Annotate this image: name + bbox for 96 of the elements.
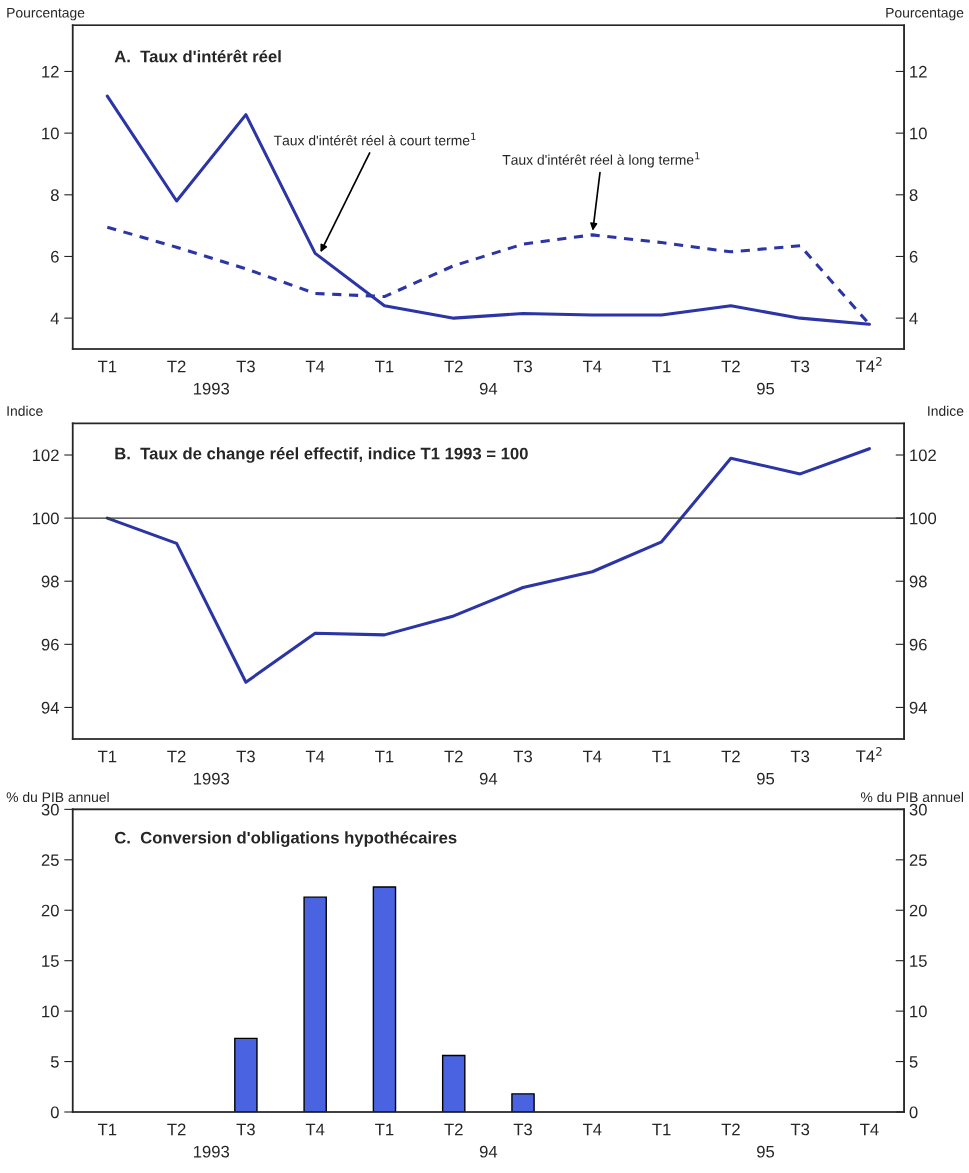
x-tick-label: T4 xyxy=(582,1123,602,1136)
x-tick-label: T2 xyxy=(444,750,463,763)
text: A. Taux d'intérêt réel xyxy=(114,49,281,63)
y2-tick-label: 6 xyxy=(909,250,918,263)
x-tick-label: T3 xyxy=(790,360,810,373)
x-tick-label: T2 xyxy=(167,360,186,373)
y2-tick-label: 94 xyxy=(909,701,927,714)
y-tick-label: 12 xyxy=(42,65,59,78)
y2-tick-label: 8 xyxy=(909,189,918,201)
x-tick-label: T1 xyxy=(652,750,671,763)
x-tick-label: T4$^{2}$ xyxy=(856,747,882,763)
x-tick-label: T3 xyxy=(236,750,255,763)
y-axis-title: Pourcentage xyxy=(7,7,85,21)
x-tick-label: T3 xyxy=(513,360,533,373)
y2-tick-label: 98 xyxy=(909,575,927,588)
y2-axis-title: Indice xyxy=(928,405,964,416)
y-tick-label: 100 xyxy=(32,512,59,525)
y-axis-title: % du PIB annuel xyxy=(6,791,109,803)
x-tick-label: T3 xyxy=(513,1123,533,1136)
text: C. Conversion d'obligations hypothécaires xyxy=(114,831,457,847)
y2-tick-label: 4 xyxy=(909,312,918,325)
y2-axis-title: % du PIB annuel xyxy=(860,791,964,803)
x-tick-label: T4 xyxy=(305,750,325,763)
x-tick-label: T1 xyxy=(97,1123,117,1136)
x-tick-label: T3 xyxy=(790,750,810,763)
y2-tick-label: 25 xyxy=(909,854,927,867)
y-tick-label: 15 xyxy=(42,955,59,967)
y-axis-title: Indice xyxy=(7,405,43,416)
x-tick-label: T2 xyxy=(167,750,186,763)
text: 95 xyxy=(757,772,775,785)
bar xyxy=(372,886,397,1112)
bar xyxy=(234,1037,258,1112)
x-tick-label: T1 xyxy=(652,1123,671,1136)
y-tick-label: 25 xyxy=(41,854,59,867)
text: 95 xyxy=(757,382,775,395)
y2-tick-label: 10 xyxy=(910,127,927,140)
y-tick-label: 94 xyxy=(41,701,59,714)
text: 1993 xyxy=(193,382,230,395)
y2-tick-label: 12 xyxy=(910,65,927,78)
x-tick-label: T1 xyxy=(375,360,394,373)
text: 1993 xyxy=(193,1145,230,1158)
x-tick-label: T1 xyxy=(652,360,671,373)
y2-tick-label: 96 xyxy=(909,638,927,651)
y-tick-label: 10 xyxy=(42,1005,59,1018)
y-tick-label: 96 xyxy=(41,638,59,651)
x-tick-label: T4 xyxy=(305,1123,325,1136)
x-tick-label: T2 xyxy=(721,1123,740,1136)
x-tick-label: T1 xyxy=(97,360,117,373)
text: Taux d'intérêt réel à long terme$^{1}$ xyxy=(502,152,700,168)
y2-tick-label: 30 xyxy=(909,803,927,816)
x-tick-label: T4 xyxy=(582,750,602,763)
x-tick-label: T4 xyxy=(305,360,325,373)
x-tick-label: T1 xyxy=(375,750,394,763)
y2-tick-label: 15 xyxy=(910,955,927,967)
y-tick-label: 4 xyxy=(50,312,59,325)
y2-tick-label: 10 xyxy=(910,1005,927,1018)
x-tick-label: T1 xyxy=(375,1123,394,1136)
x-tick-label: T3 xyxy=(236,360,255,373)
y-tick-label: 8 xyxy=(50,189,59,201)
y2-tick-label: 0 xyxy=(909,1106,918,1119)
x-tick-label: T4 xyxy=(582,360,602,373)
y-tick-label: 10 xyxy=(42,127,59,140)
x-tick-label: T3 xyxy=(513,750,533,763)
x-tick-label: T2 xyxy=(167,1123,186,1136)
text: 95 xyxy=(757,1145,775,1158)
y-tick-label: 6 xyxy=(51,250,59,263)
text: 94 xyxy=(479,772,498,785)
y-tick-label: 20 xyxy=(41,904,59,917)
text: 94 xyxy=(479,382,498,395)
y-tick-label: 5 xyxy=(50,1056,59,1068)
x-tick-label: T2 xyxy=(444,1123,463,1136)
bar xyxy=(511,1093,535,1112)
x-tick-label: T4$^{2}$ xyxy=(856,356,882,373)
x-tick-label: T2 xyxy=(721,750,740,763)
y2-tick-label: 5 xyxy=(909,1056,918,1068)
y-tick-label: 0 xyxy=(50,1106,59,1119)
series-label: Taux d'intérêt réel à court terme$^{1}$ xyxy=(273,132,476,146)
x-tick-label: T3 xyxy=(236,1123,255,1136)
text: 94 xyxy=(479,1145,498,1158)
y2-tick-label: 100 xyxy=(910,512,937,525)
y2-axis-title: Pourcentage xyxy=(886,7,964,21)
x-tick-label: T2 xyxy=(444,360,463,373)
x-tick-label: T2 xyxy=(721,360,740,373)
y-tick-label: 30 xyxy=(41,803,59,816)
bar xyxy=(441,1054,466,1112)
bar xyxy=(303,896,327,1112)
text: 1993 xyxy=(193,772,230,785)
y2-tick-label: 102 xyxy=(910,449,936,462)
text: B. Taux de change réel effectif, indice T1 1993 = 100 xyxy=(115,447,528,463)
y-tick-label: 98 xyxy=(41,575,59,588)
x-tick-label: T4 xyxy=(860,1123,879,1136)
x-tick-label: T3 xyxy=(790,1123,810,1136)
x-tick-label: T1 xyxy=(97,750,117,763)
y2-tick-label: 20 xyxy=(909,904,927,917)
line-series xyxy=(105,447,871,684)
y-tick-label: 102 xyxy=(32,449,59,462)
